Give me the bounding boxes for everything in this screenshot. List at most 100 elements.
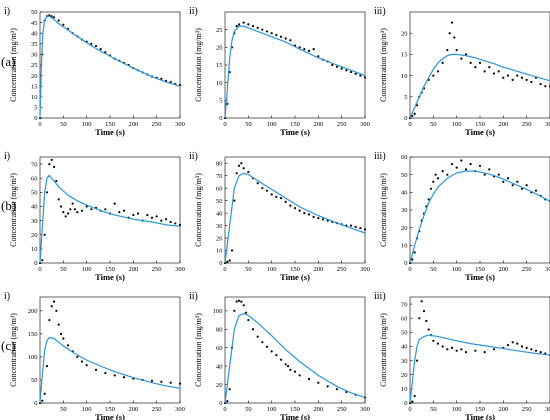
data-point bbox=[85, 364, 88, 367]
data-point bbox=[99, 48, 102, 51]
y-tick-label: 5 bbox=[404, 94, 407, 101]
data-point bbox=[317, 217, 320, 220]
data-point bbox=[464, 168, 468, 171]
x-tick-label: 100 bbox=[452, 406, 462, 413]
y-tick-label: 70 bbox=[31, 161, 38, 168]
data-point bbox=[303, 48, 306, 51]
data-point bbox=[62, 211, 65, 214]
x-tick-label: 300 bbox=[175, 121, 185, 128]
data-point bbox=[307, 49, 311, 52]
data-point bbox=[150, 379, 154, 382]
x-tick-label: 250 bbox=[152, 121, 162, 128]
data-point bbox=[150, 216, 154, 219]
data-point bbox=[174, 222, 177, 225]
data-point bbox=[469, 162, 472, 166]
panel-3-3: iii) 0 50 100 150 200 250 300 0 10 20 30 40 50 60 70 Tim… bbox=[374, 291, 550, 420]
data-point bbox=[43, 392, 46, 395]
y-tick-label: 25 bbox=[31, 62, 38, 69]
data-point bbox=[520, 345, 524, 348]
y-tick-label: 5 bbox=[34, 105, 37, 112]
data-point bbox=[427, 328, 430, 331]
data-point bbox=[411, 400, 414, 403]
data-point bbox=[122, 209, 126, 212]
y-tick-label: 70 bbox=[401, 301, 408, 308]
x-tick-label: 50 bbox=[430, 121, 437, 128]
x-axis-label: Time (s) bbox=[95, 272, 125, 282]
data-point bbox=[525, 78, 528, 81]
data-point bbox=[502, 76, 505, 79]
panel-label: i) bbox=[4, 6, 10, 17]
data-point bbox=[506, 74, 510, 77]
data-point bbox=[525, 346, 528, 349]
y-tick-label: 0 bbox=[404, 115, 407, 122]
x-tick-label: 250 bbox=[337, 266, 347, 273]
data-point bbox=[275, 33, 278, 37]
data-point bbox=[169, 220, 172, 224]
y-tick-label: 20 bbox=[401, 225, 408, 232]
data-point bbox=[534, 189, 538, 192]
data-point bbox=[233, 199, 236, 202]
data-point bbox=[303, 212, 306, 215]
y-tick-label: 5 bbox=[219, 98, 222, 105]
x-tick-label: 0 bbox=[408, 266, 411, 273]
x-tick-label: 100 bbox=[452, 121, 462, 128]
data-point bbox=[492, 72, 496, 75]
y-tick-label: 20 bbox=[216, 235, 223, 242]
data-point bbox=[265, 345, 269, 348]
data-point bbox=[178, 382, 182, 385]
x-tick-label: 200 bbox=[498, 121, 508, 128]
data-point bbox=[251, 25, 255, 28]
row-label-b: (b) bbox=[1, 198, 16, 213]
data-point bbox=[530, 348, 533, 351]
data-point bbox=[80, 360, 84, 363]
data-point bbox=[50, 158, 53, 161]
data-point bbox=[233, 309, 236, 312]
data-point bbox=[160, 77, 163, 80]
x-tick-label: 0 bbox=[38, 266, 41, 273]
model-fit-series bbox=[39, 336, 181, 404]
y-tick-label: 50 bbox=[31, 377, 38, 384]
y-tick-label: 20 bbox=[401, 30, 408, 37]
x-tick-label: 50 bbox=[60, 121, 67, 128]
data-point bbox=[321, 218, 325, 221]
data-point bbox=[284, 37, 287, 40]
y-axis-label: Concentration (mg/m³) bbox=[9, 173, 18, 247]
x-tick-label: 150 bbox=[290, 266, 300, 273]
data-point bbox=[511, 184, 514, 187]
data-point bbox=[434, 173, 437, 176]
x-tick-label: 50 bbox=[245, 266, 252, 273]
y-tick-label: 60 bbox=[401, 315, 408, 322]
y-tick-label: 200 bbox=[28, 308, 38, 315]
data-point bbox=[240, 300, 243, 303]
data-point bbox=[64, 215, 67, 218]
y-tick-label: 25 bbox=[216, 27, 223, 34]
model-fit-series bbox=[409, 170, 550, 264]
model-fit-line bbox=[39, 15, 181, 119]
data-point bbox=[270, 32, 273, 35]
data-point bbox=[57, 19, 60, 22]
data-point bbox=[261, 28, 264, 31]
data-point bbox=[66, 212, 70, 215]
data-point bbox=[41, 399, 44, 402]
data-point bbox=[265, 30, 269, 33]
data-point bbox=[429, 187, 433, 190]
y-tick-label: 10 bbox=[216, 80, 223, 87]
data-point bbox=[511, 78, 514, 81]
data-point bbox=[240, 162, 243, 165]
data-point bbox=[413, 394, 416, 398]
y-tick-label: 0 bbox=[404, 260, 407, 267]
data-point bbox=[544, 85, 547, 88]
data-point bbox=[453, 36, 456, 39]
x-tick-label: 200 bbox=[498, 266, 508, 273]
y-tick-label: 0 bbox=[219, 260, 222, 267]
model-fit-line bbox=[409, 170, 550, 264]
data-point bbox=[237, 299, 241, 302]
data-point bbox=[76, 211, 79, 214]
x-tick-label: 300 bbox=[175, 406, 185, 413]
data-point bbox=[483, 173, 486, 176]
y-tick-label: 40 bbox=[401, 344, 408, 351]
data-point bbox=[516, 342, 519, 345]
data-point bbox=[335, 388, 339, 391]
data-point bbox=[59, 332, 63, 335]
data-point bbox=[520, 76, 524, 79]
